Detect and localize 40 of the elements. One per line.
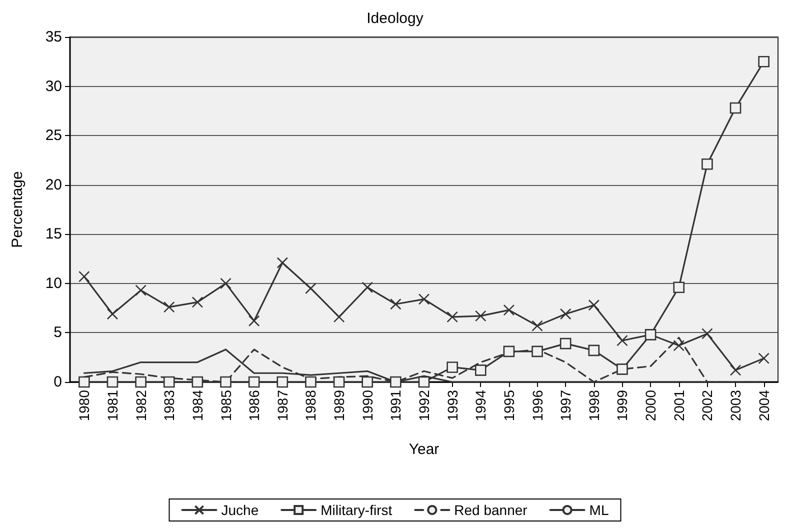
- legend-label: Juche: [221, 502, 259, 518]
- legend-label: Red banner: [454, 502, 528, 518]
- y-tick-label: 30: [45, 78, 62, 95]
- y-tick-label: 15: [45, 226, 62, 243]
- x-tick-label: 1980: [76, 390, 92, 422]
- x-tick-label: 2002: [699, 390, 716, 422]
- x-tick-label: 1990: [359, 390, 376, 422]
- y-tick-label: 25: [45, 127, 62, 144]
- x-tick-label: 2001: [670, 390, 687, 422]
- x-tick-label: 2004: [756, 390, 772, 422]
- x-tick-label: 1982: [132, 390, 149, 422]
- x-tick-label: 2000: [642, 390, 659, 422]
- x-tick-label: 1984: [189, 390, 206, 422]
- x-tick-label: 1998: [586, 390, 602, 422]
- x-tick-label: 1988: [302, 390, 319, 422]
- y-axis-title: Percentage: [9, 171, 26, 248]
- legend-label: Military-first: [320, 502, 392, 518]
- x-tick-label: 1996: [529, 390, 546, 422]
- x-tick-label: 1989: [331, 390, 348, 422]
- y-tick-label: 0: [54, 374, 62, 390]
- y-tick-label: 20: [45, 176, 62, 194]
- legend-label: ML: [589, 502, 609, 518]
- x-tick-label: 1997: [558, 390, 574, 422]
- x-tick-label: 1999: [614, 390, 630, 422]
- x-tick-label: 1986: [246, 390, 262, 422]
- x-tick-label: 1994: [472, 390, 489, 422]
- x-tick-label: 1991: [388, 390, 404, 422]
- x-tick-label: 1993: [444, 390, 460, 422]
- y-tick-label: 10: [45, 274, 62, 292]
- x-axis-title: Year: [408, 441, 440, 458]
- x-tick-label: 1992: [416, 390, 432, 422]
- x-tick-label: 1985: [218, 390, 234, 422]
- x-tick-label: 1987: [274, 390, 290, 422]
- x-tick-label: 1983: [161, 390, 178, 422]
- chart-title: Ideology: [366, 10, 424, 27]
- x-tick-label: 2003: [728, 390, 744, 422]
- y-tick-label: 5: [54, 324, 62, 342]
- x-tick-label: 1981: [104, 390, 120, 422]
- y-tick-label: 35: [45, 28, 62, 46]
- x-tick-label: 1995: [500, 390, 517, 422]
